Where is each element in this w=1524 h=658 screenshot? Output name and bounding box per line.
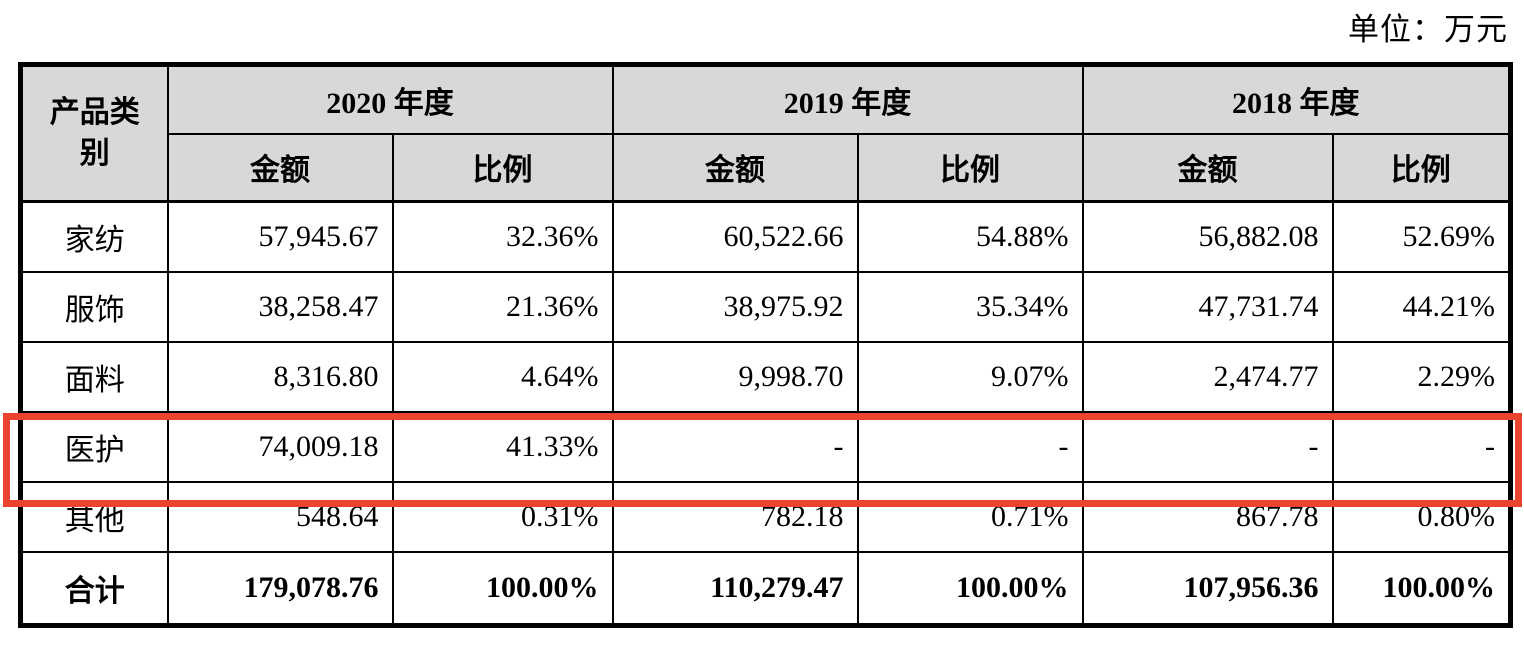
table-row-fushi: 服饰 38,258.47 21.36% 38,975.92 35.34% 47,… <box>19 270 1512 343</box>
cell-2020-ratio: 4.64% <box>391 340 614 413</box>
cell-2019-amount: 110,279.47 <box>611 550 859 627</box>
cell-2018-ratio: 0.80% <box>1331 480 1512 553</box>
cell-2018-amount: 2,474.77 <box>1081 340 1334 413</box>
cell-2018-ratio: 2.29% <box>1331 340 1512 413</box>
row-category: 服饰 <box>19 270 169 343</box>
header-year-2018: 2018 年度 <box>1081 63 1512 135</box>
cell-2019-amount: 9,998.70 <box>611 340 859 413</box>
cell-2019-amount: 60,522.66 <box>611 200 859 273</box>
table-body: 家纺 57,945.67 32.36% 60,522.66 54.88% 56,… <box>19 200 1512 627</box>
header-amount-2020: 金额 <box>166 132 394 203</box>
cell-2019-ratio: - <box>856 410 1084 483</box>
cell-2020-ratio: 41.33% <box>391 410 614 483</box>
header-year-2020: 2020 年度 <box>166 63 614 135</box>
cell-2018-ratio: 100.00% <box>1331 550 1512 627</box>
cell-2019-amount: - <box>611 410 859 483</box>
cell-2020-amount: 38,258.47 <box>166 270 394 343</box>
cell-2020-amount: 57,945.67 <box>166 200 394 273</box>
cell-2018-amount: - <box>1081 410 1334 483</box>
table-row-total: 合计 179,078.76 100.00% 110,279.47 100.00%… <box>19 550 1512 627</box>
table-row-mianliao: 面料 8,316.80 4.64% 9,998.70 9.07% 2,474.7… <box>19 340 1512 413</box>
row-category: 面料 <box>19 340 169 413</box>
cell-2019-amount: 782.18 <box>611 480 859 553</box>
header-amount-2019: 金额 <box>611 132 859 203</box>
cell-2018-ratio: 52.69% <box>1331 200 1512 273</box>
header-ratio-2020: 比例 <box>391 132 614 203</box>
cell-2020-amount: 8,316.80 <box>166 340 394 413</box>
row-category: 合计 <box>19 550 169 627</box>
header-category: 产品类别 <box>19 63 169 203</box>
table-row-yihu-highlighted: 医护 74,009.18 41.33% - - - - <box>19 410 1512 483</box>
cell-2020-amount: 179,078.76 <box>166 550 394 627</box>
header-year-2019: 2019 年度 <box>611 63 1084 135</box>
table-header-sub-row: 金额 比例 金额 比例 金额 比例 <box>21 132 1512 203</box>
header-ratio-2019: 比例 <box>856 132 1084 203</box>
cell-2019-ratio: 100.00% <box>856 550 1084 627</box>
cell-2020-amount: 74,009.18 <box>166 410 394 483</box>
header-amount-2018: 金额 <box>1081 132 1334 203</box>
header-ratio-2018: 比例 <box>1331 132 1512 203</box>
cell-2019-ratio: 54.88% <box>856 200 1084 273</box>
cell-2020-ratio: 0.31% <box>391 480 614 553</box>
cell-2020-ratio: 32.36% <box>391 200 614 273</box>
product-category-table: 产品类别 2020 年度 2019 年度 2018 年度 金额 比例 金额 比例… <box>18 62 1513 628</box>
row-category: 医护 <box>19 410 169 483</box>
row-category: 家纺 <box>19 200 169 273</box>
cell-2018-ratio: - <box>1331 410 1512 483</box>
cell-2018-amount: 56,882.08 <box>1081 200 1334 273</box>
cell-2019-ratio: 35.34% <box>856 270 1084 343</box>
unit-label: 单位：万元 <box>1348 12 1508 47</box>
cell-2020-amount: 548.64 <box>166 480 394 553</box>
cell-2020-ratio: 100.00% <box>391 550 614 627</box>
row-category: 其他 <box>19 480 169 553</box>
cell-2019-amount: 38,975.92 <box>611 270 859 343</box>
cell-2018-amount: 867.78 <box>1081 480 1334 553</box>
cell-2018-amount: 47,731.74 <box>1081 270 1334 343</box>
cell-2018-ratio: 44.21% <box>1331 270 1512 343</box>
cell-2020-ratio: 21.36% <box>391 270 614 343</box>
table-header-year-row: 产品类别 2020 年度 2019 年度 2018 年度 <box>19 63 1512 203</box>
cell-2018-amount: 107,956.36 <box>1081 550 1334 627</box>
table-row-qita: 其他 548.64 0.31% 782.18 0.71% 867.78 0.80… <box>19 480 1512 553</box>
cell-2019-ratio: 9.07% <box>856 340 1084 413</box>
cell-2019-ratio: 0.71% <box>856 480 1084 553</box>
table-header: 产品类别 2020 年度 2019 年度 2018 年度 金额 比例 金额 比例… <box>19 63 1512 203</box>
table-row-jiafang: 家纺 57,945.67 32.36% 60,522.66 54.88% 56,… <box>19 200 1512 273</box>
